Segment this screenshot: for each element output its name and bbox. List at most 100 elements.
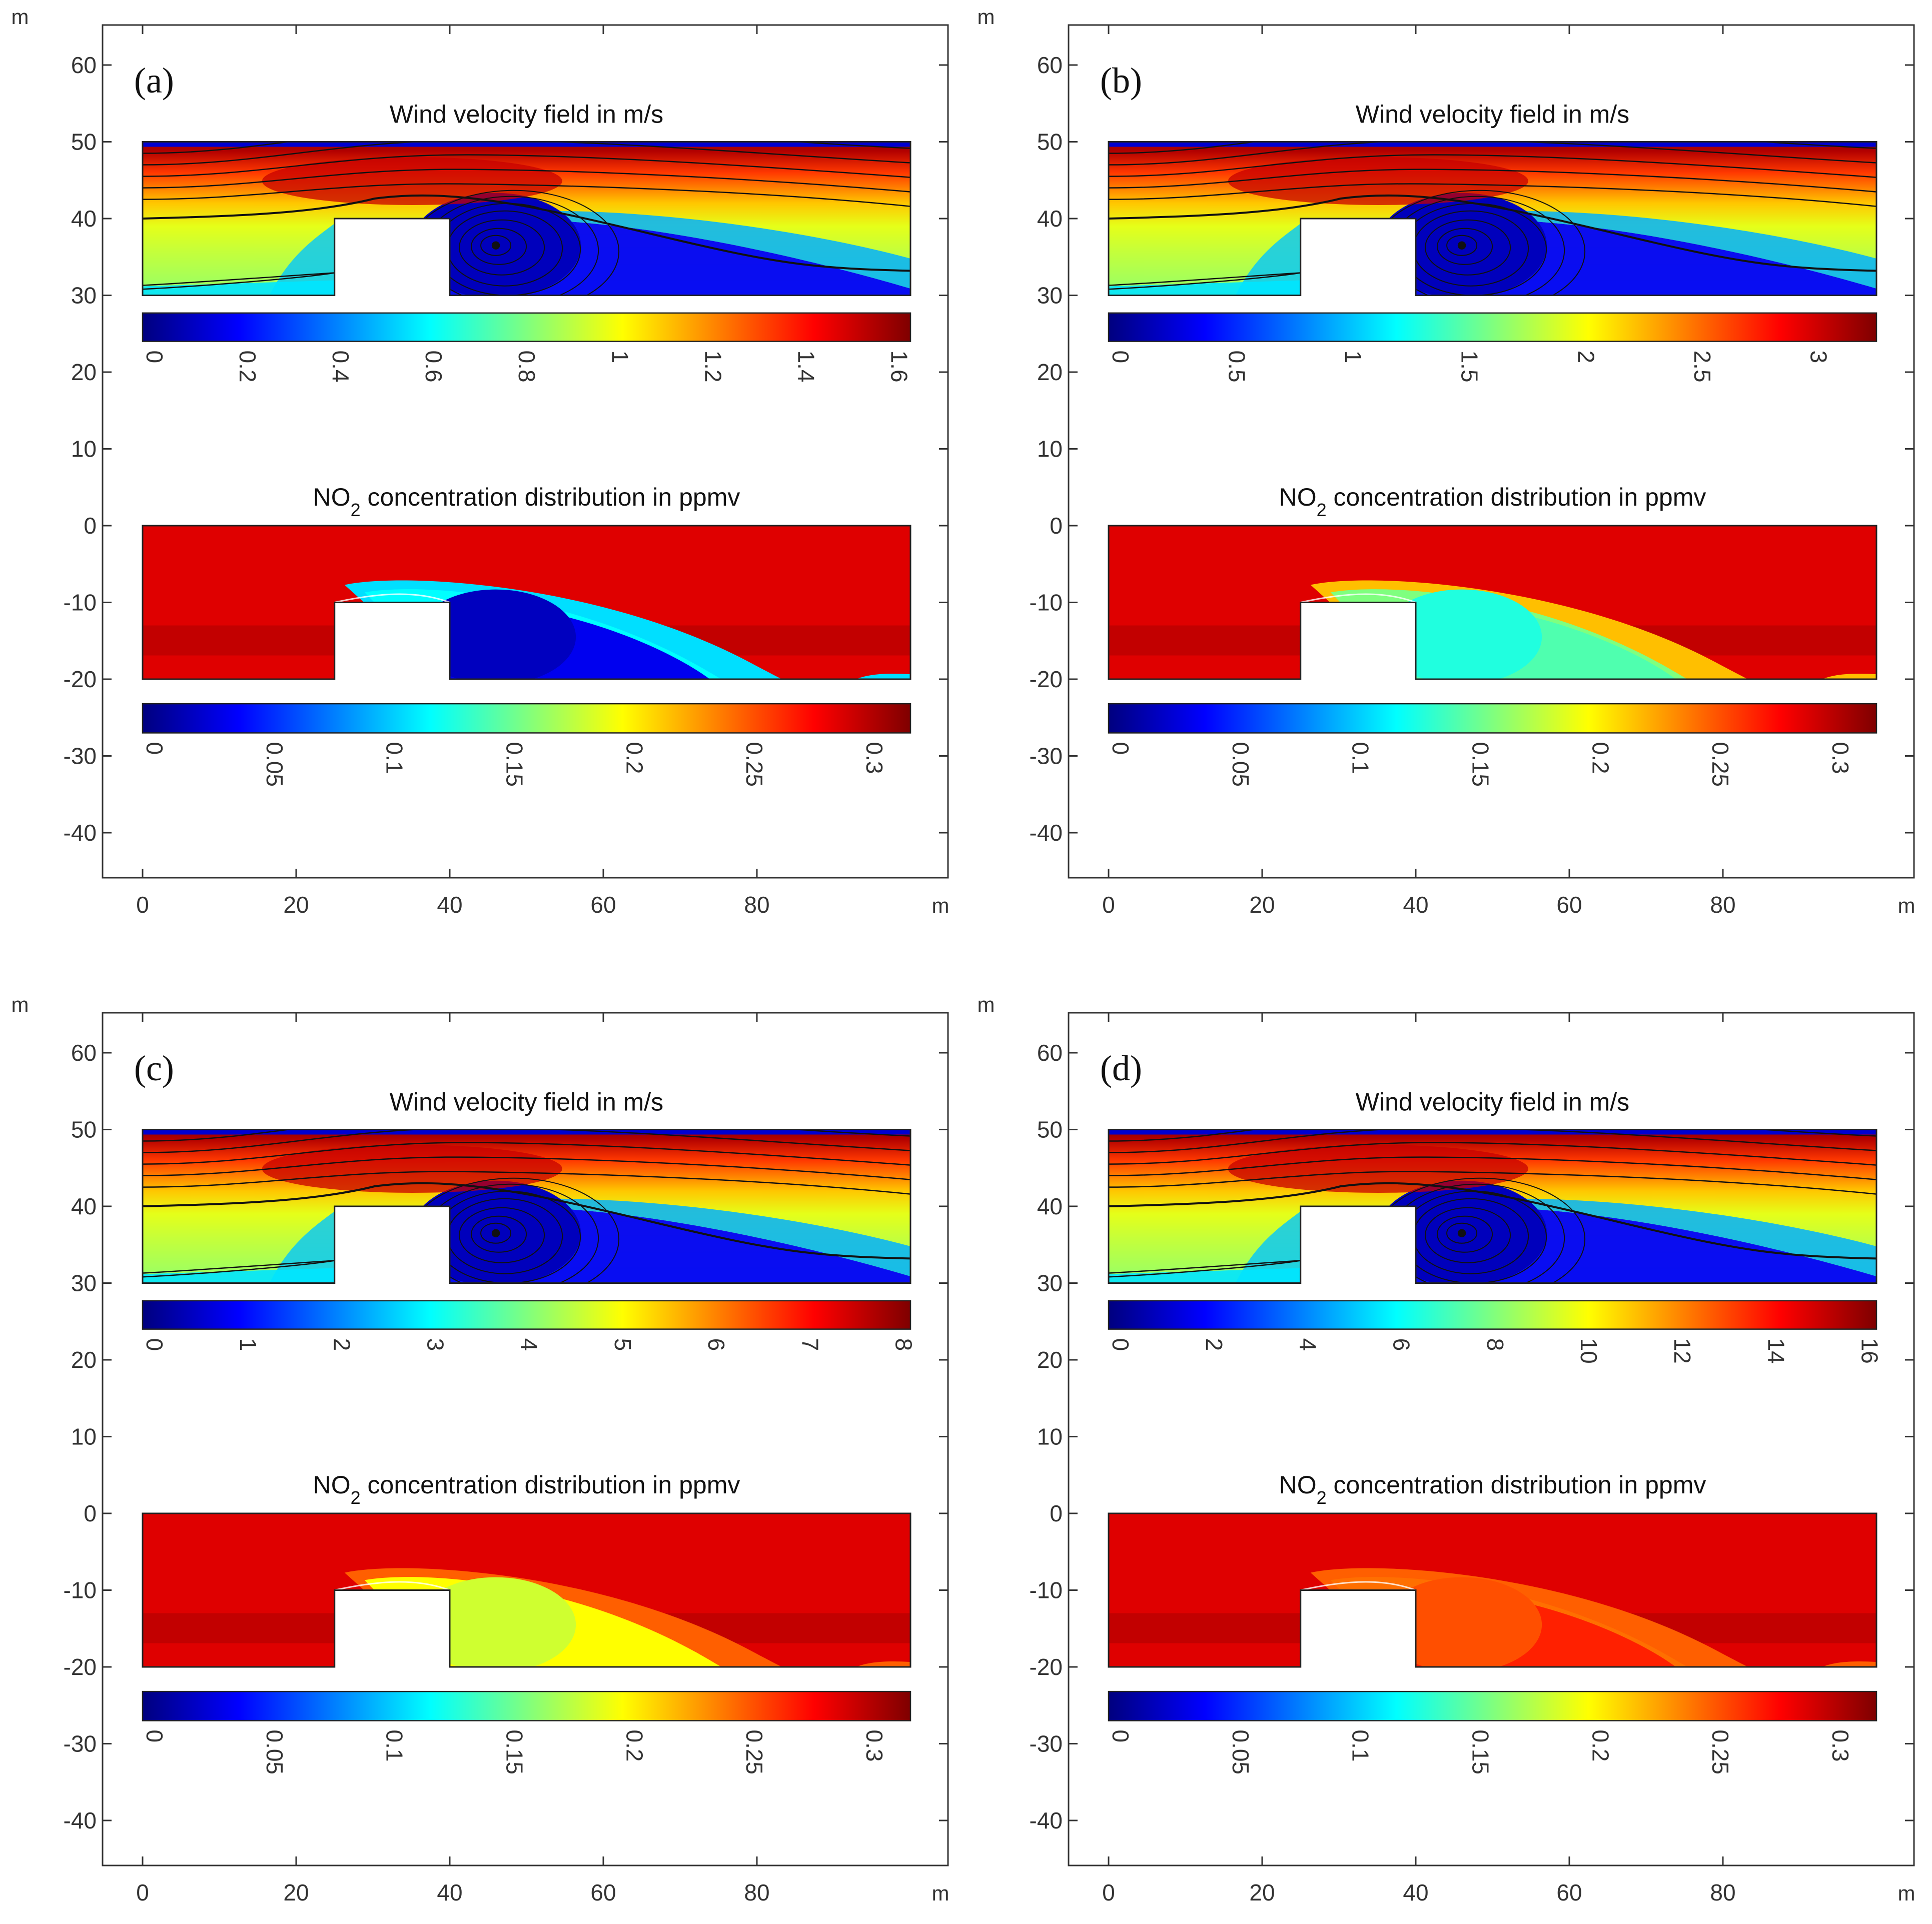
concentration-colorbar: [142, 1690, 911, 1721]
recirculation-core: [1382, 589, 1542, 679]
streamline: [143, 1171, 910, 1195]
concentration-domain-outline: [1108, 525, 1877, 680]
streamline: [143, 142, 910, 154]
concentration-colorbar-tick: 0.2: [621, 742, 647, 774]
concentration-colorbar-tick: 0.2: [621, 1729, 647, 1761]
velocity-field: [143, 1129, 910, 1283]
y-tick-label: -20: [64, 666, 97, 692]
vortex-streamline: [480, 1222, 512, 1244]
velocity-colorbar-tick: 14: [1763, 1338, 1789, 1364]
concentration-colorbar: [142, 703, 911, 734]
concentration-title: NO2 concentration distribution in ppmv: [313, 1471, 740, 1508]
concentration-colorbar-tick: 0.05: [262, 1729, 288, 1774]
recirculation-core: [1382, 1577, 1542, 1667]
title-text: concentration distribution in ppmv: [361, 483, 740, 511]
streamline: [1109, 154, 1876, 178]
concentration-field: [1109, 1513, 1876, 1667]
velocity-colorbar-tick: 4: [516, 1338, 542, 1351]
title-text: concentration distribution in ppmv: [1327, 1471, 1706, 1499]
velocity-colorbar: [142, 1300, 911, 1330]
top-boundary: [1109, 1129, 1876, 1135]
velocity-colorbar-tick: 1.5: [1457, 351, 1483, 383]
plot-frame: [102, 1012, 949, 1866]
x-tick-label: 40: [437, 1879, 462, 1905]
top-boundary: [143, 142, 910, 147]
velocity-colorbar-tick: 0: [142, 351, 168, 364]
vortex-streamline: [471, 228, 527, 265]
concentration-colorbar-tick: 0.3: [861, 1729, 887, 1761]
streamline: [1109, 1171, 1876, 1195]
x-axis-unit: m: [932, 1881, 949, 1905]
velocity-title: Wind velocity field in m/s: [1356, 101, 1629, 129]
concentration-colorbar-tick: 0.2: [1587, 1729, 1613, 1761]
velocity-colorbar-tick: 0: [142, 1338, 168, 1351]
title-subscript: 2: [351, 500, 361, 520]
title-text: concentration distribution in ppmv: [361, 1471, 740, 1499]
velocity-colorbar-tick: 1.6: [886, 351, 912, 383]
velocity-colorbar-tick: 7: [797, 1338, 823, 1351]
concentration-colorbar-tick: 0.25: [741, 742, 767, 787]
x-axis-unit: m: [1898, 1881, 1915, 1905]
x-tick-label: 80: [744, 1879, 769, 1905]
velocity-colorbar-tick: 6: [1389, 1338, 1415, 1351]
y-tick-label: -10: [64, 1577, 97, 1603]
y-tick-label: 10: [1037, 436, 1063, 462]
x-tick-label: 80: [744, 892, 769, 918]
y-tick-label: 40: [1037, 206, 1063, 232]
separation-streamline: [143, 1182, 910, 1260]
vortex-streamline: [459, 1207, 545, 1263]
upstream-corner: [1235, 224, 1301, 296]
y-tick-label: 0: [1050, 1500, 1063, 1526]
y-tick-label: -10: [64, 590, 97, 616]
y-tick-label: -40: [1030, 820, 1063, 846]
roof-contour: [1300, 1581, 1416, 1591]
velocity-colorbar-tick: 1: [607, 351, 633, 364]
velocity-domain-outline: [1108, 1129, 1877, 1284]
y-tick-label: 60: [1037, 52, 1063, 78]
y-tick-label: -40: [1030, 1807, 1063, 1833]
y-tick-label: 40: [71, 206, 97, 232]
y-tick-label: 20: [1037, 359, 1063, 385]
x-tick-label: 20: [1249, 892, 1275, 918]
roof-contour: [1300, 593, 1416, 603]
panel-label: (c): [134, 1048, 174, 1088]
velocity-colorbar-tick: 5: [610, 1338, 636, 1351]
x-tick-label: 0: [136, 1879, 149, 1905]
concentration-colorbar-tick: 0.2: [1587, 742, 1613, 774]
velocity-colorbar-tick: 1.4: [793, 351, 819, 383]
title-subscript: 2: [1317, 1487, 1327, 1508]
concentration-colorbar-tick: 0: [142, 742, 168, 755]
concentration-colorbar-tick: 0.1: [1348, 1729, 1374, 1761]
x-tick-label: 60: [1556, 1879, 1582, 1905]
title-subscript: 2: [351, 1487, 361, 1508]
velocity-colorbar-tick: 0.5: [1224, 351, 1250, 383]
roof-contour: [334, 1581, 450, 1591]
panel-label: (b): [1100, 61, 1142, 101]
velocity-colorbar-tick: 2.5: [1689, 351, 1715, 383]
separation-streamline: [1109, 194, 1876, 272]
velocity-colorbar-tick: 0.6: [421, 351, 447, 383]
streamline: [143, 272, 335, 290]
y-tick-label: 20: [1037, 1347, 1063, 1373]
y-tick-label: -20: [1030, 666, 1063, 692]
velocity-colorbar: [1108, 1300, 1877, 1330]
y-tick-label: 0: [84, 513, 97, 539]
vortex-center: [1457, 1229, 1466, 1237]
x-tick-label: 40: [1403, 1879, 1428, 1905]
concentration-colorbar-tick: 0: [1108, 742, 1134, 755]
concentration-field: [143, 1513, 910, 1667]
y-axis-unit: m: [12, 5, 29, 29]
streamline: [1109, 1260, 1301, 1278]
vortex-streamline: [1446, 1222, 1478, 1244]
y-tick-label: 10: [1037, 1424, 1063, 1450]
concentration-colorbar-tick: 0.25: [1707, 1729, 1733, 1774]
velocity-colorbar-tick: 3: [423, 1338, 449, 1351]
velocity-colorbar-tick: 3: [1805, 351, 1831, 364]
streamline: [143, 1129, 910, 1153]
y-tick-label: 40: [71, 1193, 97, 1219]
streamline: [143, 169, 910, 193]
velocity-colorbar-tick: 1.2: [700, 351, 726, 383]
velocity-domain-outline: [142, 1129, 911, 1284]
velocity-field: [1109, 142, 1876, 296]
